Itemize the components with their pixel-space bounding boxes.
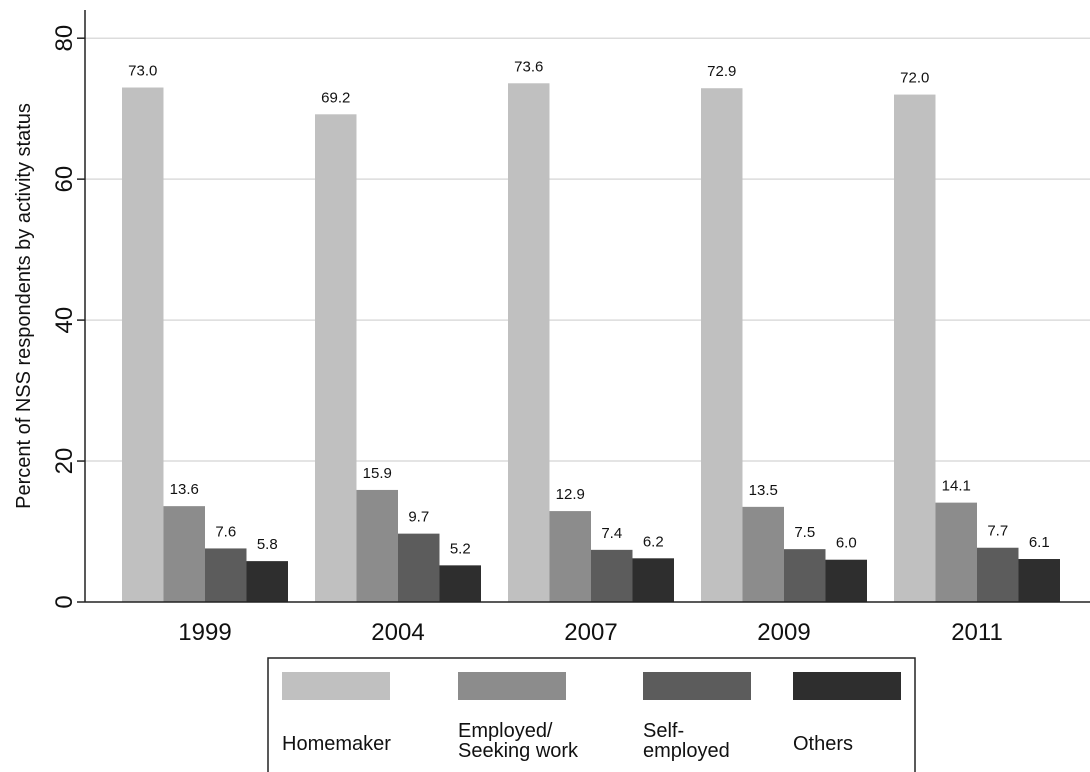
legend-label: Others: [793, 733, 853, 755]
bar: [315, 114, 357, 603]
value-label: 6.1: [1029, 534, 1050, 551]
bar: [356, 489, 398, 602]
value-label: 72.0: [900, 70, 929, 87]
bar: [205, 548, 247, 602]
value-label: 7.7: [987, 523, 1008, 540]
x-tick-label: 2011: [951, 619, 1003, 646]
value-label: 12.9: [556, 486, 585, 503]
legend-swatch: [282, 672, 390, 700]
y-tick-label: 40: [51, 307, 78, 334]
bar: [977, 547, 1019, 602]
legend-swatch: [793, 672, 901, 700]
value-label: 69.2: [321, 89, 350, 106]
value-label: 14.1: [942, 478, 971, 495]
y-tick-label: 20: [51, 448, 78, 475]
bar: [246, 561, 288, 602]
legend-label: Homemaker: [282, 733, 391, 755]
legend-label: Employed/Seeking work: [458, 720, 579, 762]
bar: [439, 565, 481, 602]
legend-box: [267, 657, 916, 772]
value-label: 6.0: [836, 535, 857, 552]
bar: [894, 94, 936, 603]
x-tick-label: 1999: [178, 619, 231, 646]
x-tick-label: 2009: [757, 619, 810, 646]
value-label: 7.6: [215, 523, 236, 540]
y-tick-label: 0: [51, 595, 78, 608]
y-axis-title: Percent of NSS respondents by activity s…: [13, 103, 35, 509]
value-label: 7.4: [601, 525, 622, 542]
value-label: 73.0: [128, 63, 157, 80]
bar: [591, 549, 633, 602]
legend-label: Self-employed: [643, 720, 730, 762]
bar: [784, 549, 826, 602]
bar: [701, 88, 743, 602]
bar: [398, 533, 440, 602]
bar: [632, 558, 674, 602]
value-label: 15.9: [363, 465, 392, 482]
bar: [742, 506, 784, 602]
legend-swatch: [458, 672, 566, 700]
bar: [549, 511, 591, 602]
bar: [935, 502, 977, 602]
bar: [163, 506, 205, 602]
bar: [825, 559, 867, 602]
value-label: 13.5: [749, 482, 778, 499]
bar: [122, 87, 164, 603]
bar: [508, 83, 550, 603]
value-label: 72.9: [707, 63, 736, 80]
x-tick-label: 2004: [371, 619, 424, 646]
value-label: 5.2: [450, 540, 471, 557]
bar: [1018, 559, 1060, 602]
y-tick-label: 60: [51, 166, 78, 193]
value-label: 13.6: [170, 481, 199, 498]
y-tick-label: 80: [51, 25, 78, 52]
legend-swatch: [643, 672, 751, 700]
value-label: 5.8: [257, 536, 278, 553]
x-tick-label: 2007: [564, 619, 617, 646]
value-label: 73.6: [514, 58, 543, 75]
value-label: 9.7: [408, 509, 429, 526]
value-label: 6.2: [643, 533, 664, 550]
value-label: 7.5: [794, 524, 815, 541]
